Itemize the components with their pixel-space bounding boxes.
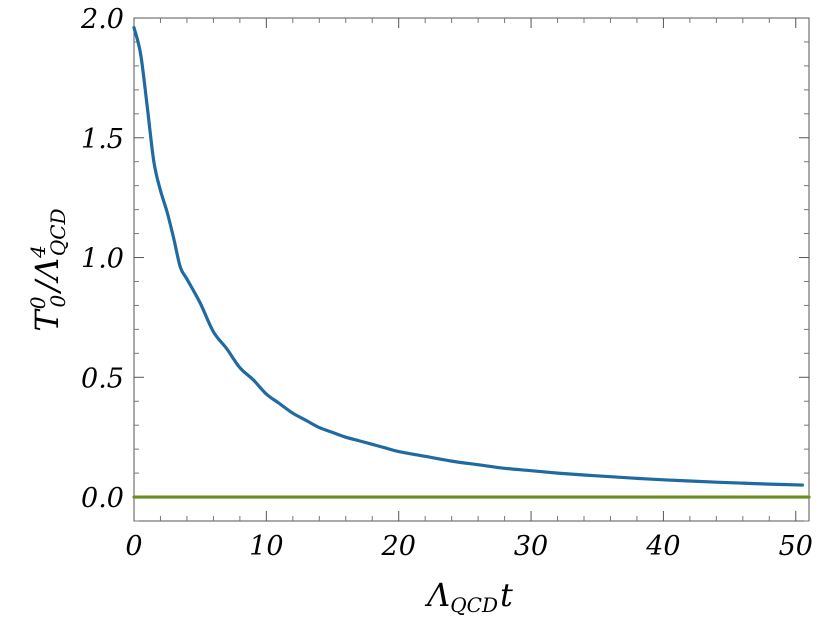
series-line-1: [132, 25, 804, 487]
y-axis-label-sup2: 4: [26, 245, 50, 259]
y-tick-label: 0.0: [81, 483, 124, 514]
y-axis-label-slash: /Λ: [28, 258, 66, 295]
y-tick-label: 0.5: [81, 363, 124, 394]
x-tick-label: 10: [249, 531, 283, 562]
x-axis-label-sub: QCD: [450, 593, 498, 617]
y-axis-label-sup: 0: [26, 296, 50, 309]
y-axis-label: T00/Λ4QCD: [26, 208, 70, 331]
x-tick-label: 20: [381, 531, 416, 562]
series-layer: [132, 25, 811, 499]
x-tick-label: 40: [645, 531, 680, 562]
y-tick-label: 1.0: [81, 244, 124, 275]
x-axis-label: ΛQCDt: [424, 576, 513, 617]
y-tick-label: 2.0: [80, 4, 124, 35]
tick-labels: 0 10 20 30 40 50 0.0 0.5 1.0 1.5 2.0: [80, 4, 813, 562]
x-axis-label-main: Λ: [424, 576, 450, 614]
y-axis-label-sub: 0: [46, 295, 70, 308]
minor-ticks: [134, 18, 809, 522]
y-axis-label-main: T: [28, 308, 66, 332]
plot-frame: [133, 17, 810, 522]
major-ticks: [133, 17, 809, 521]
y-tick-label: 1.5: [81, 124, 124, 155]
x-tick-label: 30: [514, 531, 548, 562]
x-axis-label-tail: t: [500, 576, 513, 614]
x-tick-label: 50: [779, 531, 813, 562]
y-axis-label-sub2: QCD: [46, 208, 70, 256]
x-tick-label: 0: [125, 531, 142, 562]
